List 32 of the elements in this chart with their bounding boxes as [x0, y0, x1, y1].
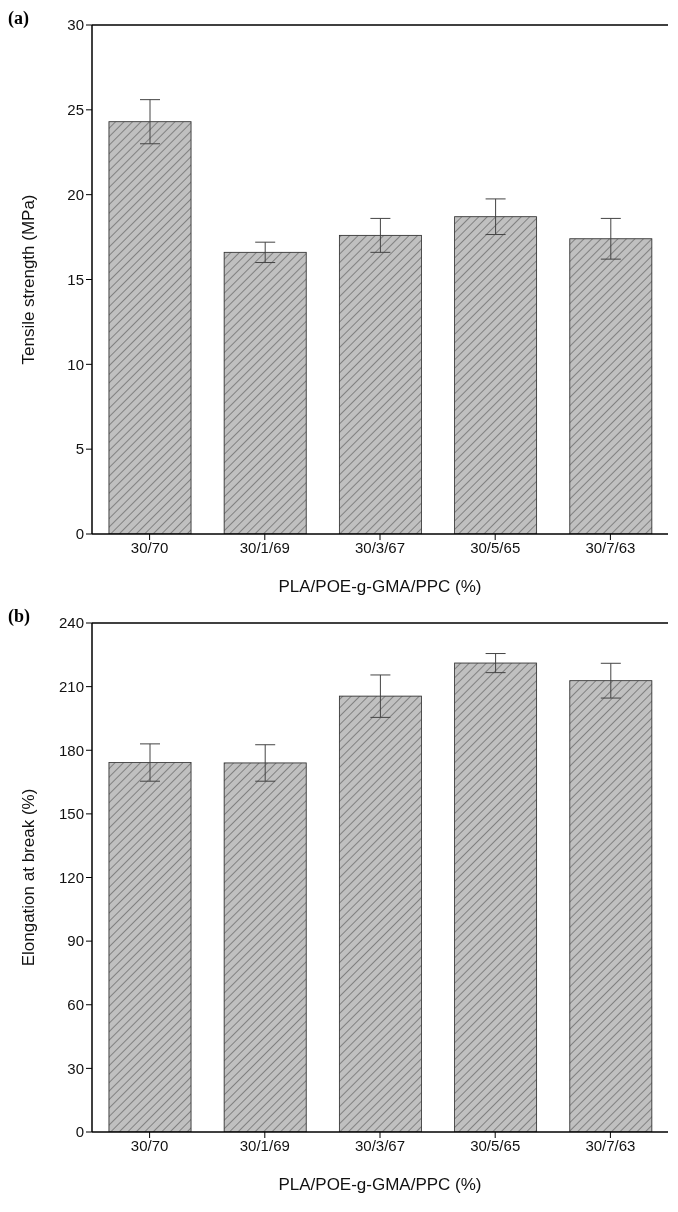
x-tick-label: 30/70: [130, 1136, 169, 1154]
y-tick-label: 30: [67, 16, 84, 34]
y-axis-title: Elongation at break (%): [19, 788, 39, 967]
y-tick-label: 10: [67, 355, 84, 373]
y-tick-label: 25: [67, 101, 84, 119]
x-tick-label: 30/1/69: [239, 1136, 290, 1154]
x-tick-label: 30/70: [130, 538, 169, 556]
y-tick-label: 120: [58, 868, 84, 886]
y-tick-label: 0: [75, 1123, 84, 1141]
x-tick-label: 30/5/65: [470, 1136, 521, 1154]
y-tick-label: 210: [58, 677, 84, 695]
x-axis-title: PLA/POE-g-GMA/PPC (%): [278, 577, 482, 596]
x-tick-label: 30/7/63: [585, 1136, 636, 1154]
y-axis-title: Tensile strength (MPa): [19, 194, 39, 365]
x-tick-label: 30/1/69: [239, 538, 290, 556]
y-tick-label: 0: [75, 525, 84, 543]
text: (a): [8, 8, 29, 29]
y-tick-label: 30: [67, 1059, 84, 1077]
y-tick-label: 240: [58, 614, 84, 632]
y-tick-label: 20: [67, 185, 84, 203]
y-tick-label: 5: [75, 440, 84, 458]
x-tick-label: 30/7/63: [585, 538, 636, 556]
y-tick-label: 180: [58, 741, 84, 759]
y-tick-label: 60: [67, 996, 84, 1014]
text: (b): [8, 606, 30, 627]
y-tick-label: 15: [67, 270, 84, 288]
y-tick-label: 150: [58, 805, 84, 823]
y-tick-label: 90: [67, 932, 84, 950]
x-axis-title: PLA/POE-g-GMA/PPC (%): [278, 1175, 482, 1194]
x-tick-label: 30/5/65: [470, 538, 521, 556]
x-tick-label: 30/3/67: [354, 1136, 406, 1154]
x-tick-label: 30/3/67: [354, 538, 406, 556]
